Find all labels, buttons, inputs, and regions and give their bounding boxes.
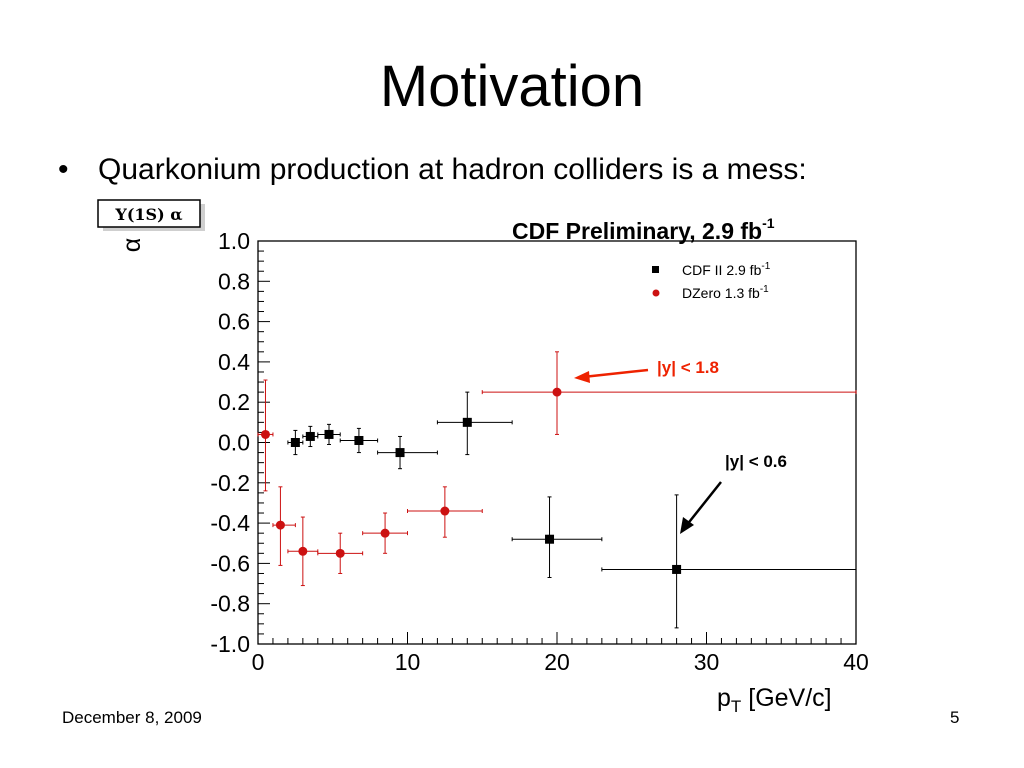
y-tick-label: 0.8 — [218, 268, 250, 294]
data-point — [290, 438, 300, 447]
annotation-y-lt-0.6: |y| < 0.6 — [680, 452, 787, 534]
plot-frame — [257, 240, 857, 645]
data-point — [395, 448, 405, 458]
data-series — [257, 351, 857, 629]
x-tick-label: 20 — [544, 649, 570, 675]
data-point — [462, 417, 472, 427]
annotation-text-0.6: |y| < 0.6 — [725, 452, 787, 471]
y-axis-label: α — [118, 238, 146, 252]
data-point — [545, 534, 555, 544]
y-tick-label: 0.4 — [218, 349, 250, 375]
y-tick-label: -0.2 — [210, 470, 250, 496]
annotation-text-1.8: |y| < 1.8 — [657, 358, 719, 377]
series-dzero — [257, 351, 857, 587]
data-point — [324, 429, 334, 439]
x-tick-label: 10 — [395, 649, 421, 675]
annotation-y-lt-1.8: |y| < 1.8 — [574, 358, 719, 383]
axis-ticks — [257, 240, 857, 645]
x-axis-label: pT [GeV/c] — [717, 684, 832, 716]
ylabel-function-box: Υ(1S) α — [97, 199, 205, 231]
bullet-symbol: • — [58, 153, 69, 186]
footer-date: December 8, 2009 — [62, 708, 202, 727]
data-point — [440, 506, 450, 516]
data-point — [354, 435, 364, 445]
slide-title: Motivation — [379, 54, 645, 119]
data-point — [298, 546, 308, 556]
data-point — [275, 520, 285, 530]
data-point — [260, 429, 270, 439]
box-label: Υ(1S) α — [114, 205, 182, 224]
y-tick-label: 0.0 — [218, 430, 250, 456]
page-number: 5 — [950, 708, 960, 727]
series-cdf — [287, 391, 857, 629]
legend-marker-dzero — [652, 289, 660, 297]
y-tick-label: -0.6 — [210, 550, 250, 576]
x-tick-label: 40 — [843, 649, 869, 675]
legend-entry-dzero: DZero 1.3 fb-1 — [682, 284, 769, 301]
x-tick-labels: 0 10 20 30 40 — [252, 649, 869, 675]
y-tick-labels: 1.0 0.8 0.6 0.4 0.2 0.0 -0.2 -0.4 -0.6 -0.8 -1.0 — [210, 228, 250, 657]
data-point — [305, 431, 315, 441]
legend: CDF II 2.9 fb-1 DZero 1.3 fb-1 — [652, 261, 771, 301]
x-tick-label: 30 — [694, 649, 720, 675]
y-tick-label: -0.8 — [210, 591, 250, 617]
data-point — [672, 564, 682, 574]
x-tick-label: 0 — [252, 649, 265, 675]
y-tick-label: 1.0 — [218, 228, 250, 254]
legend-entry-cdf: CDF II 2.9 fb-1 — [682, 261, 771, 278]
y-tick-label: 0.6 — [218, 309, 250, 335]
y-tick-label: -0.4 — [210, 510, 250, 536]
legend-marker-cdf — [652, 266, 659, 273]
data-point — [552, 387, 562, 397]
y-tick-label: -1.0 — [210, 631, 250, 657]
data-point — [380, 528, 390, 538]
bullet-item: • Quarkonium production at hadron collide… — [58, 150, 807, 190]
y-tick-label: 0.2 — [218, 389, 250, 415]
chart-title: CDF Preliminary, 2.9 fb-1 — [512, 215, 775, 244]
bullet-text: Quarkonium production at hadron collider… — [98, 153, 807, 186]
data-point — [335, 548, 345, 558]
